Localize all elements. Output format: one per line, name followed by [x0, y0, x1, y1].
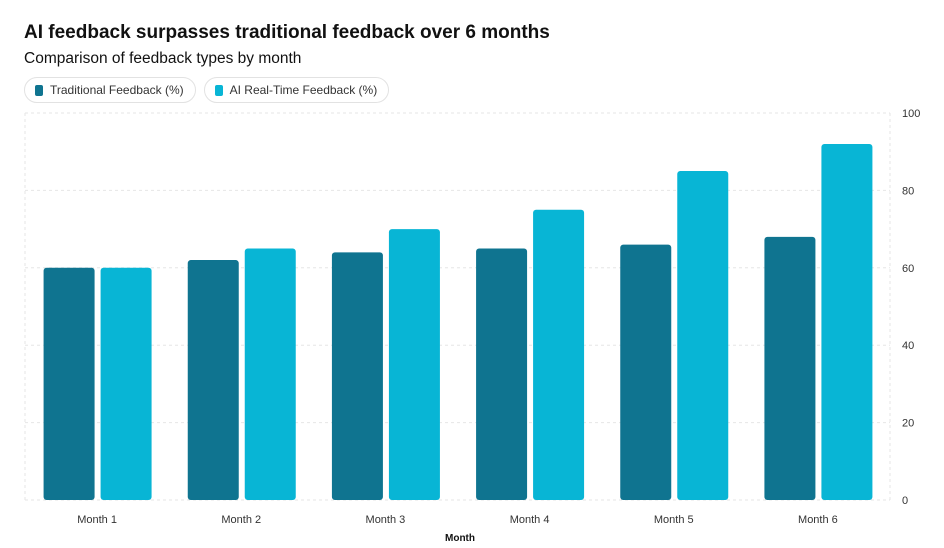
bar-traditional-6[interactable] — [764, 236, 816, 500]
x-axis-title: Month — [445, 533, 475, 544]
legend-label-traditional: Traditional Feedback (%) — [50, 83, 184, 97]
y-tick-label: 20 — [902, 418, 914, 430]
legend-swatch-ai — [214, 84, 223, 96]
bar-ai-1[interactable] — [100, 267, 152, 500]
legend-swatch-traditional — [35, 84, 43, 96]
bar-ai-3[interactable] — [388, 229, 440, 500]
bar-ai-4[interactable] — [533, 209, 585, 500]
legend-item-traditional[interactable]: Traditional Feedback (%) — [24, 77, 196, 103]
bar-ai-5[interactable] — [677, 171, 729, 501]
y-tick-label: 40 — [902, 340, 914, 352]
legend-item-ai[interactable]: AI Real-Time Feedback (%) — [203, 77, 390, 103]
x-tick-label: Month 4 — [510, 514, 550, 526]
bar-ai-2[interactable] — [244, 248, 296, 500]
legend: Traditional Feedback (%) AI Real-Time Fe… — [24, 77, 390, 103]
y-tick-label: 100 — [902, 108, 920, 120]
x-tick-label: Month 3 — [366, 514, 406, 526]
x-tick-label: Month 6 — [798, 514, 838, 526]
bars — [43, 143, 873, 501]
x-axis-ticks: Month 1 Month 2 Month 3 Month 4 Month 5 Month… — [77, 514, 838, 526]
x-tick-label: Month 2 — [221, 514, 261, 526]
y-tick-label: 80 — [902, 185, 914, 197]
y-tick-label: 0 — [902, 495, 908, 507]
bar-traditional-1[interactable] — [43, 267, 95, 500]
bar-traditional-2[interactable] — [187, 260, 239, 500]
bar-traditional-4[interactable] — [476, 248, 528, 500]
x-tick-label: Month 5 — [654, 514, 694, 526]
legend-label-ai: AI Real-Time Feedback (%) — [229, 83, 378, 97]
y-axis-ticks: 0 20 40 60 80 100 — [902, 108, 920, 507]
bar-traditional-5[interactable] — [620, 244, 672, 500]
y-tick-label: 60 — [902, 263, 914, 275]
bar-ai-6[interactable] — [821, 143, 873, 500]
grid-lines — [24, 112, 891, 501]
chart-subtitle: Comparison of feedback types by month — [24, 50, 302, 67]
x-tick-label: Month 1 — [77, 514, 117, 526]
chart-title: AI feedback surpasses traditional feedba… — [24, 22, 550, 43]
bar-traditional-3[interactable] — [331, 252, 383, 500]
